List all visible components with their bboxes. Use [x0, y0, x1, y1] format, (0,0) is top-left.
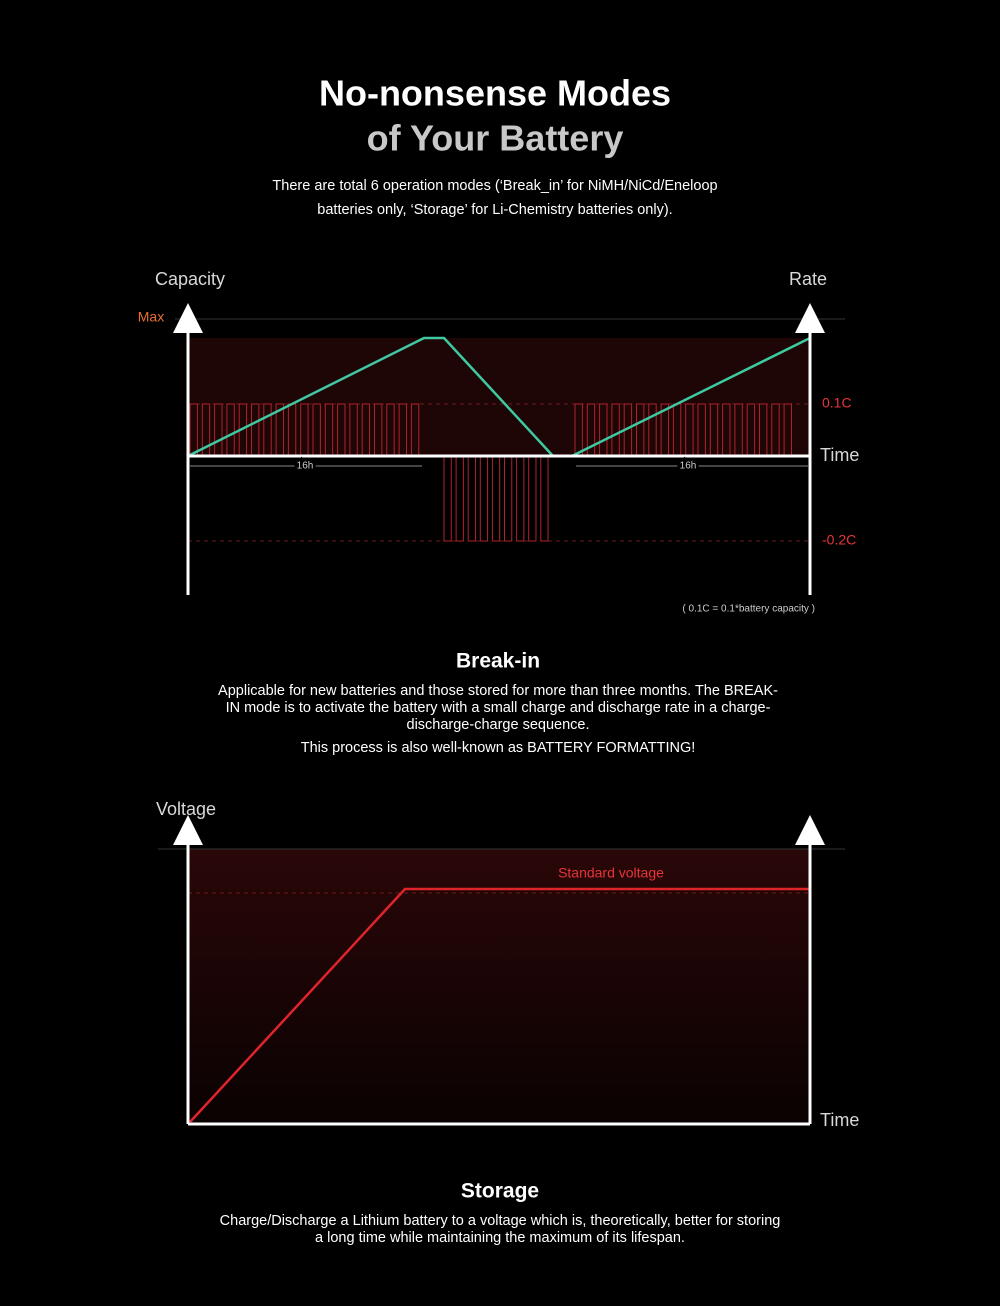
axis-label: Rate	[789, 269, 827, 289]
paragraph: This process is also well-known as BATTE…	[301, 740, 696, 756]
paragraph: Charge/Discharge a Lithium battery to a …	[220, 1213, 781, 1229]
axis-label: Voltage	[156, 799, 216, 819]
section-title: Storage	[461, 1180, 539, 1203]
background	[188, 849, 810, 1124]
rate-label: -0.2C	[822, 532, 856, 548]
capacity-line	[571, 336, 811, 458]
subtitle: batteries only, ‘Storage’ for Li-Chemist…	[317, 202, 672, 218]
duration-label: 16h	[297, 461, 314, 472]
axis-label: Time	[820, 1110, 859, 1130]
paragraph: discharge-charge sequence.	[407, 717, 590, 733]
line-label: Standard voltage	[558, 865, 664, 881]
duration-label: 16h	[680, 461, 697, 472]
note: ( 0.1C = 0.1*battery capacity )	[682, 604, 815, 615]
breakin-diagram: Capacity Rate Max 0.1C -0.2C Time 16h 16…	[138, 269, 860, 615]
section-title: Break-in	[456, 650, 540, 673]
rate-label: 0.1C	[822, 395, 852, 411]
paragraph: IN mode is to activate the battery with …	[226, 700, 771, 716]
capacity-line	[187, 336, 554, 458]
max-label: Max	[138, 309, 164, 325]
axis-label: Time	[820, 445, 859, 465]
pulse-wave	[189, 403, 792, 542]
title: of Your Battery	[367, 118, 624, 159]
voltage-curve	[189, 887, 810, 1123]
subtitle: There are total 6 operation modes (‘Brea…	[272, 178, 717, 194]
axis-label: Capacity	[155, 269, 225, 289]
paragraph: Applicable for new batteries and those s…	[218, 683, 778, 699]
title: No-nonsense Modes	[319, 73, 671, 114]
storage-diagram: Voltage Standard voltage Time	[156, 799, 859, 1130]
paragraph: a long time while maintaining the maximu…	[315, 1230, 685, 1246]
